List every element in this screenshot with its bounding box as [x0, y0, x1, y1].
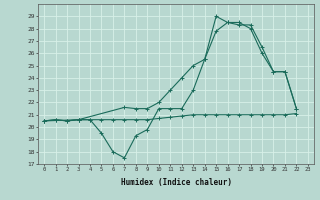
- X-axis label: Humidex (Indice chaleur): Humidex (Indice chaleur): [121, 178, 231, 187]
